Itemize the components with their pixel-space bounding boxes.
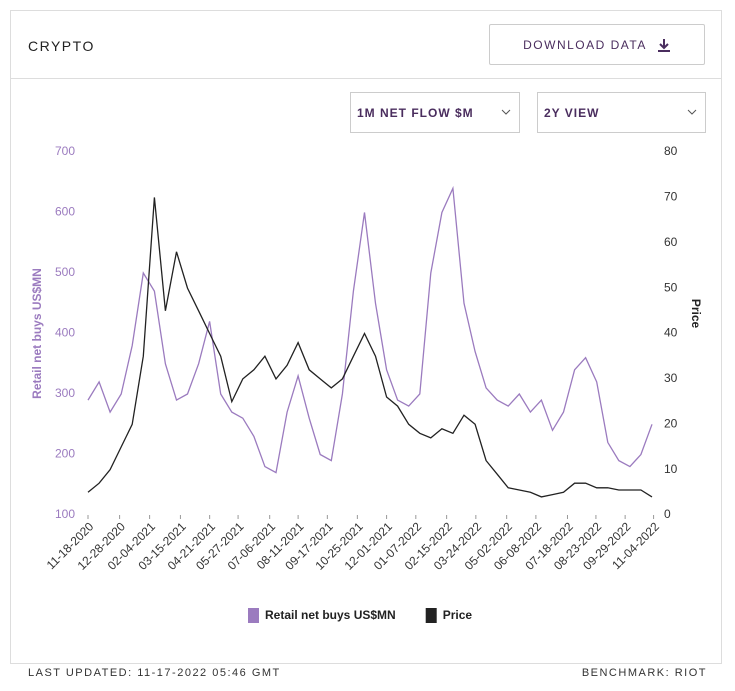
series-line bbox=[87, 197, 653, 498]
download-icon bbox=[657, 38, 670, 52]
chevron bbox=[687, 109, 697, 115]
y2-tick-label: 0 bbox=[664, 507, 671, 521]
download-button[interactable]: DOWNLOAD DATA bbox=[489, 24, 705, 65]
view-select[interactable]: 2Y VIEW bbox=[537, 92, 706, 133]
y-tick-label: 300 bbox=[55, 386, 75, 400]
chart: 1002003004005006007000102030405060708011… bbox=[30, 144, 703, 623]
divider bbox=[11, 78, 721, 79]
legend-swatch bbox=[425, 608, 437, 623]
y2-tick-label: 30 bbox=[664, 371, 678, 385]
y2-tick-label: 40 bbox=[664, 326, 678, 340]
y2-tick-label: 60 bbox=[664, 235, 678, 249]
card-title: CRYPTO bbox=[28, 38, 95, 54]
download-label: DOWNLOAD DATA bbox=[523, 37, 647, 52]
y-tick-label: 700 bbox=[55, 144, 75, 158]
last-updated: LAST UPDATED: 11-17-2022 05:46 GMT bbox=[28, 667, 281, 679]
legend-label: Retail net buys US$MN bbox=[265, 608, 396, 622]
y-tick-label: 400 bbox=[55, 326, 75, 340]
y2-tick-label: 50 bbox=[664, 280, 678, 294]
card: CRYPTO DOWNLOAD DATA 1M NET FLOW $M 2Y V… bbox=[10, 10, 722, 664]
y-axis-label: Retail net buys US$MN bbox=[30, 268, 44, 399]
metric-value: 1M NET FLOW $M bbox=[357, 105, 474, 120]
y-tick-label: 500 bbox=[55, 265, 75, 279]
y2-tick-label: 80 bbox=[664, 144, 678, 158]
legend-label: Price bbox=[443, 608, 473, 622]
y-tick-label: 600 bbox=[55, 205, 75, 219]
y2-tick-label: 20 bbox=[664, 416, 678, 430]
y-tick-label: 100 bbox=[55, 507, 75, 521]
y2-tick-label: 70 bbox=[664, 190, 678, 204]
benchmark: BENCHMARK: RIOT bbox=[581, 667, 707, 679]
y-tick-label: 200 bbox=[55, 447, 75, 461]
legend-swatch bbox=[248, 608, 259, 623]
y2-tick-label: 10 bbox=[664, 462, 678, 476]
chevron bbox=[501, 109, 511, 115]
metric-select[interactable]: 1M NET FLOW $M bbox=[350, 92, 520, 133]
view-value: 2Y VIEW bbox=[544, 105, 600, 120]
y2-axis-label: Price bbox=[689, 299, 703, 329]
series-line bbox=[87, 185, 653, 474]
